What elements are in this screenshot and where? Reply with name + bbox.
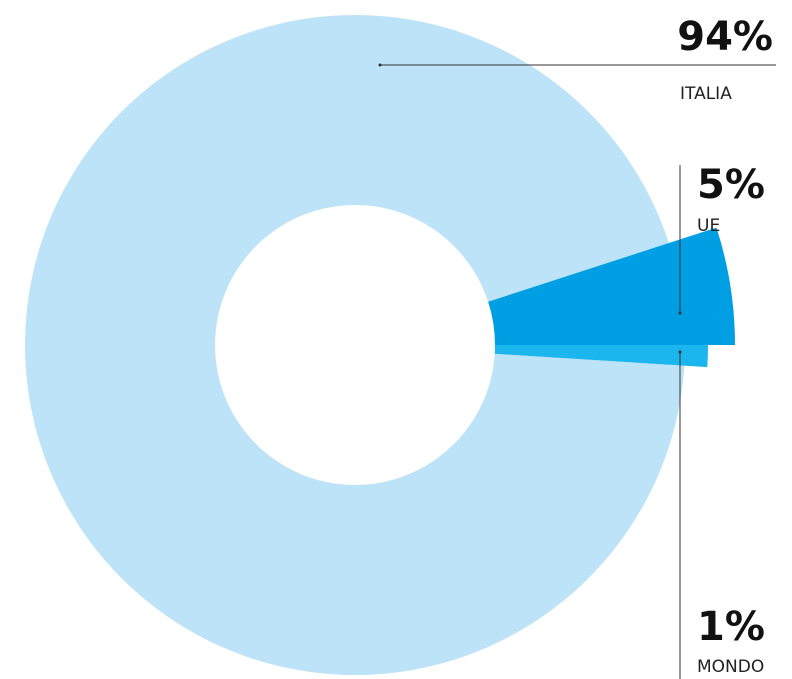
category-label: UE — [697, 216, 720, 236]
leader-dot — [678, 350, 682, 354]
slice — [488, 227, 735, 345]
slice — [494, 345, 708, 368]
value-label: 5% — [697, 162, 765, 208]
value-label: 1% — [697, 604, 765, 650]
category-label: ITALIA — [680, 84, 732, 104]
value-label: 94% — [677, 14, 773, 60]
leader-dot — [378, 63, 382, 67]
leader-dot — [678, 311, 682, 315]
category-label: MONDO — [697, 657, 764, 677]
slice — [24, 14, 685, 675]
